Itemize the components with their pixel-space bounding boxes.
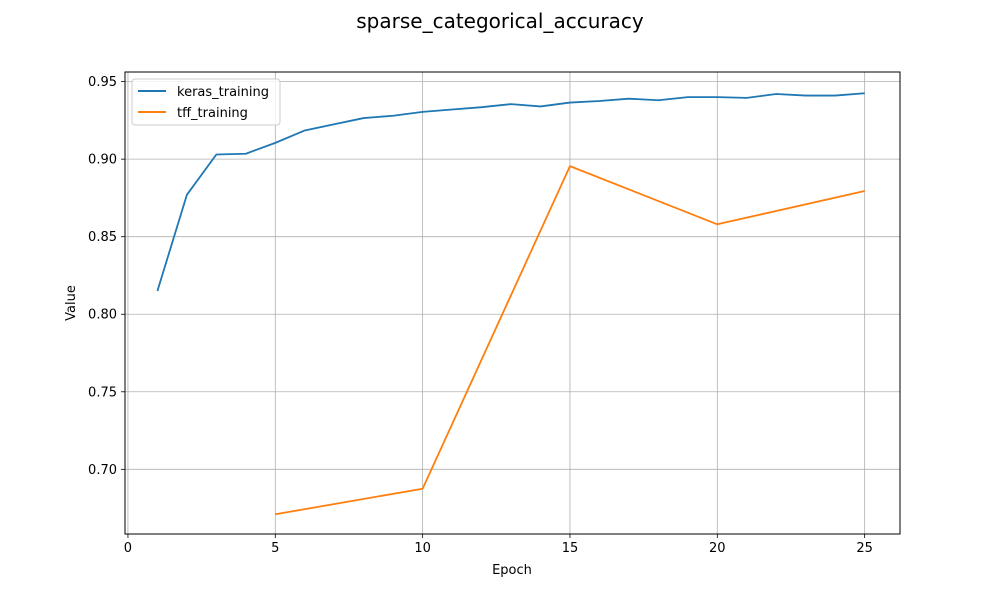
legend-box (131, 78, 281, 126)
y-tick-label: 0.75 (88, 385, 117, 400)
legend: keras_training tff_training (131, 78, 281, 126)
x-tick-label: 20 (709, 541, 726, 556)
x-tick-label: 25 (856, 541, 873, 556)
y-tick-label: 0.90 (88, 153, 117, 168)
plot-frame (124, 71, 901, 535)
y-tick-label: 0.85 (88, 230, 117, 245)
series-layer (156, 92, 865, 516)
x-tick-label: 5 (271, 541, 279, 556)
grid (125, 72, 900, 534)
series-line-keras-training (156, 92, 865, 292)
legend-label-tff: tff_training (177, 106, 248, 121)
y-axis-label: Value (64, 285, 79, 321)
y-axis: 0.70 0.75 0.80 0.85 0.90 0.95 (88, 75, 125, 478)
x-tick-label: 10 (414, 541, 431, 556)
y-tick-label: 0.95 (88, 75, 117, 90)
y-tick-label: 0.80 (88, 308, 117, 323)
x-axis: 0 5 10 15 20 25 (124, 534, 873, 556)
legend-label-keras: keras_training (177, 85, 269, 100)
x-tick-label: 15 (562, 541, 579, 556)
x-axis-label: Epoch (492, 563, 532, 578)
y-tick-label: 0.70 (88, 463, 117, 478)
chart-title: sparse_categorical_accuracy (356, 9, 644, 33)
series-line-tff-training (275, 165, 865, 516)
x-tick-label: 0 (124, 541, 132, 556)
